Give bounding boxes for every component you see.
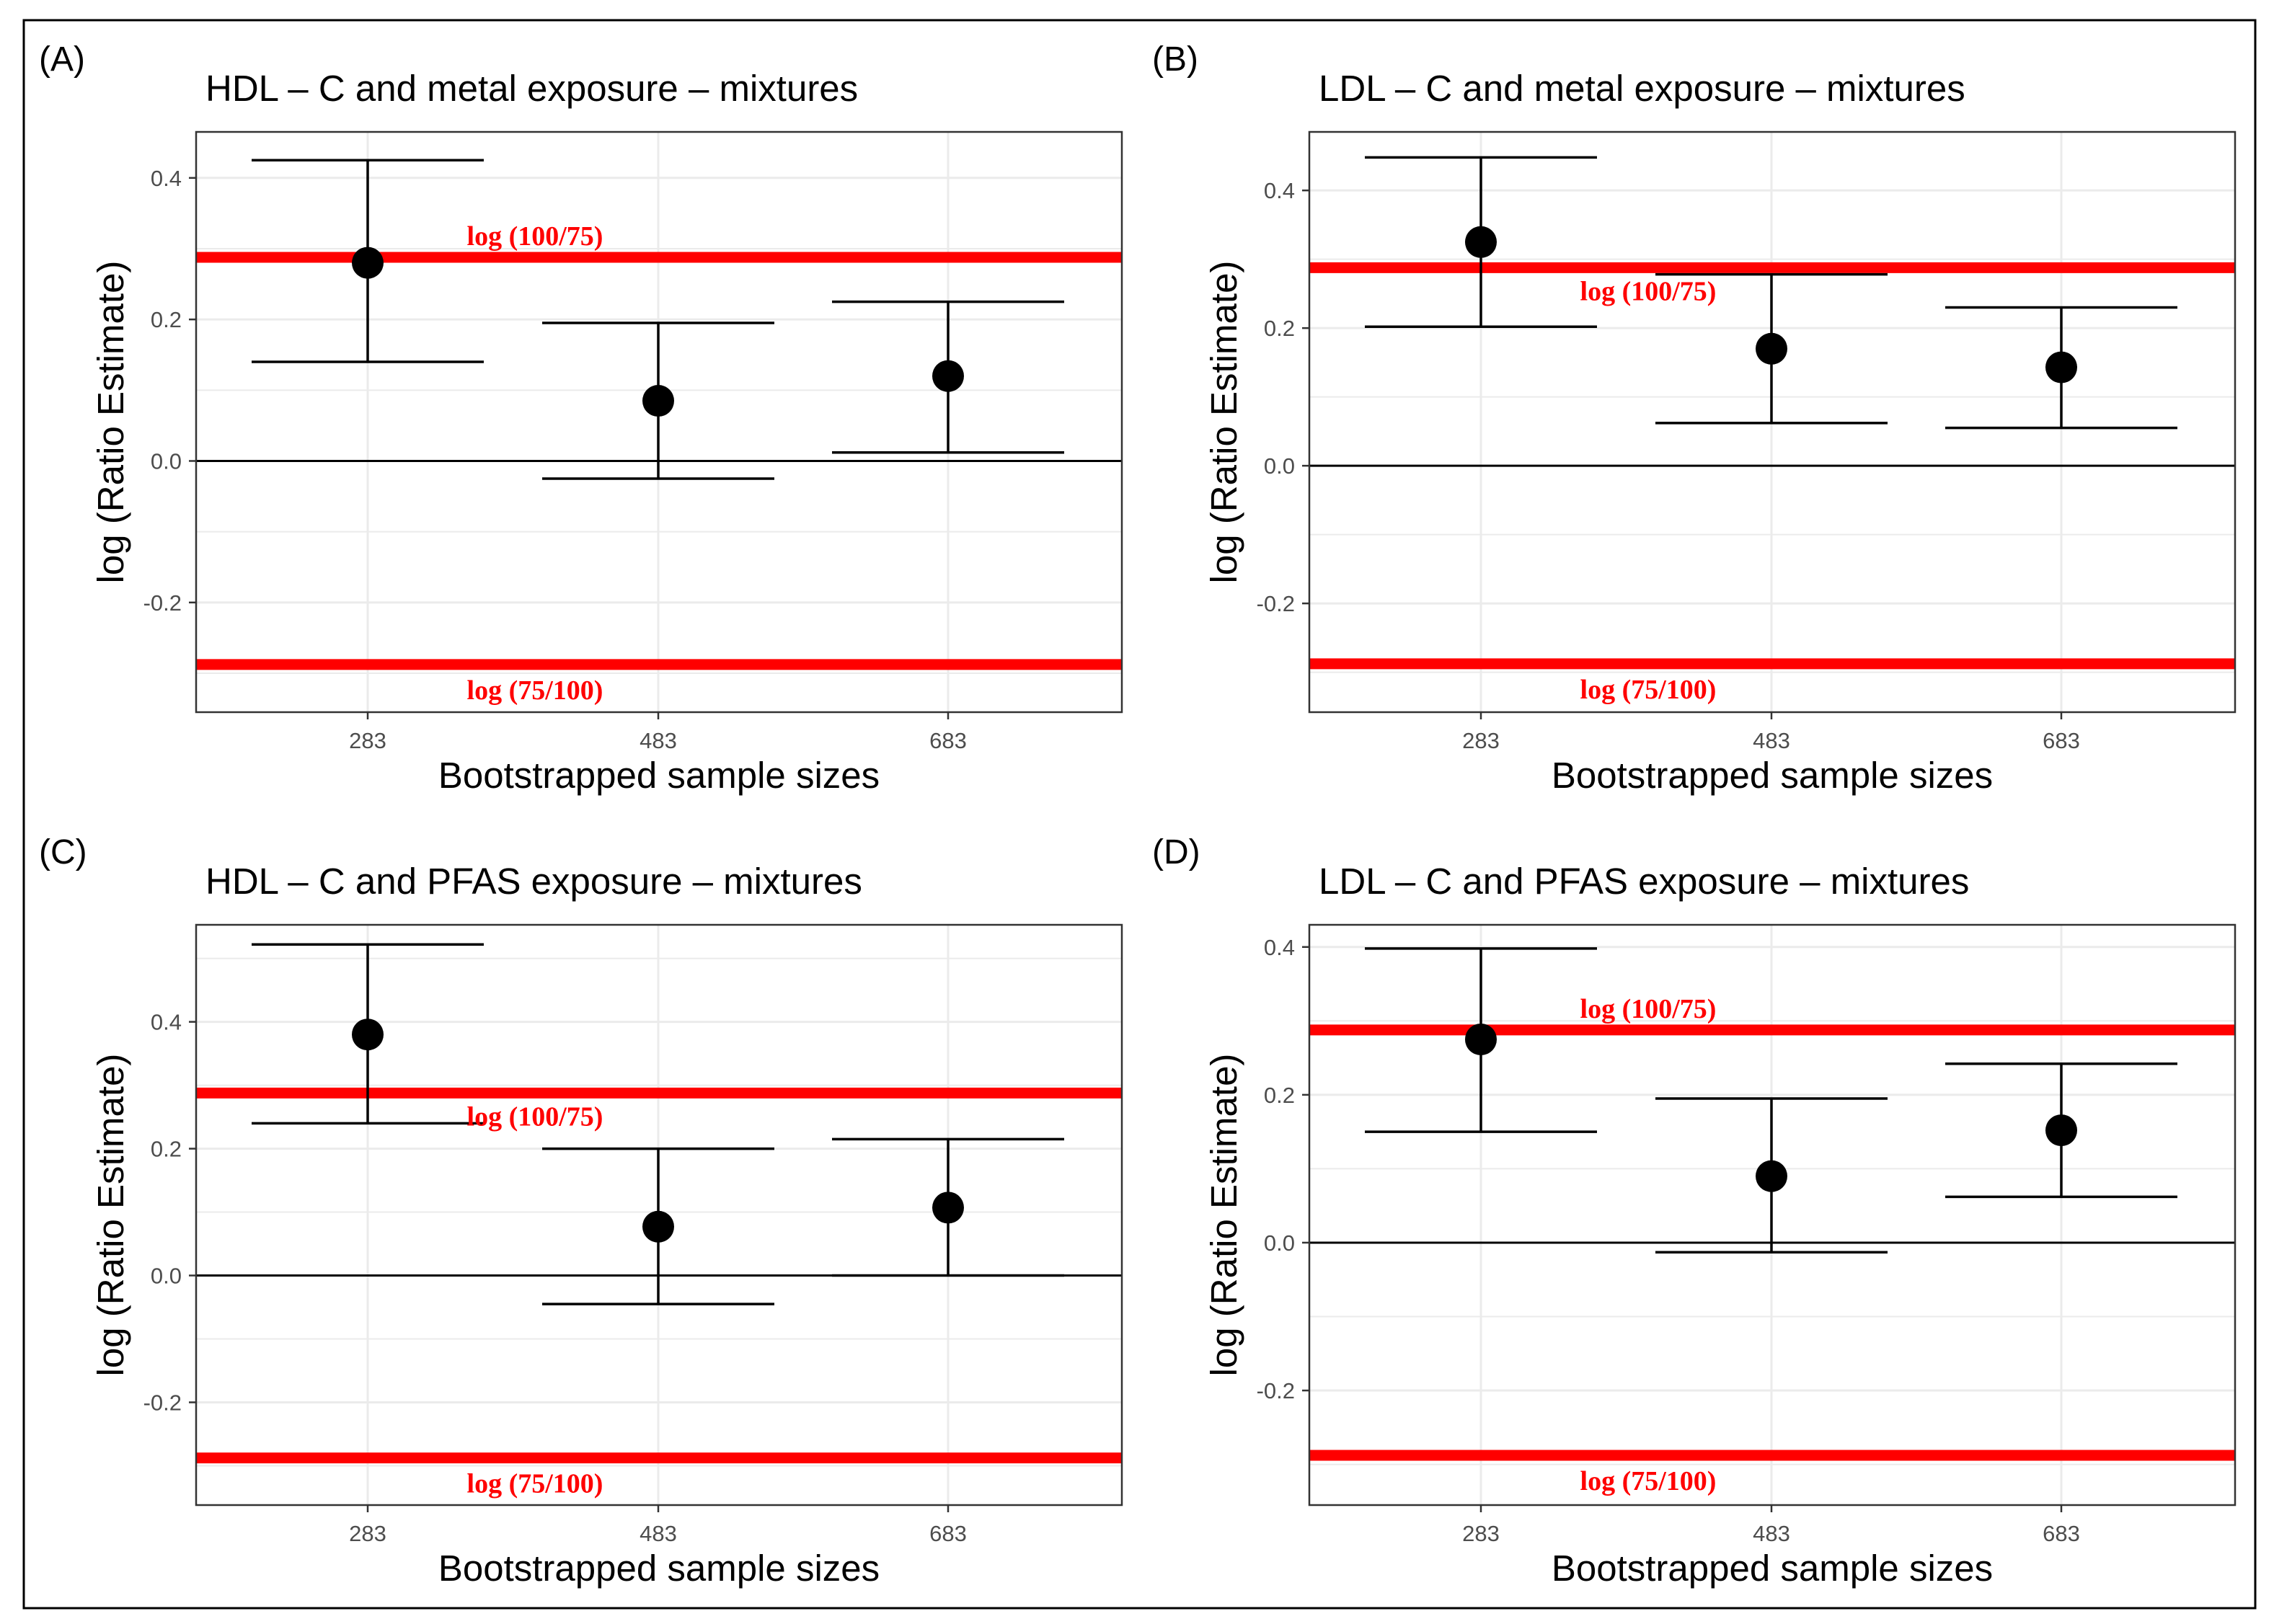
chart-panel: log (100/75) log (75/100) -0.2 0.0 0.2 0.4 283… <box>39 833 1123 1589</box>
x-tick-label: 483 <box>1753 728 1790 753</box>
lower-margin-label: log (75/100) <box>467 1469 603 1499</box>
point-estimate <box>932 1192 964 1224</box>
chart-title: HDL – C and metal exposure – mixtures <box>205 68 858 109</box>
x-axis-title: Bootstrapped sample sizes <box>1552 755 1993 796</box>
x-tick-label: 483 <box>1753 1521 1790 1546</box>
x-tick-label: 683 <box>2043 1521 2080 1546</box>
point-estimate <box>1756 1160 1787 1192</box>
y-tick-label: 0.0 <box>151 1264 182 1289</box>
chart-panel: log (100/75) log (75/100) -0.2 0.0 0.2 0.4 283… <box>1152 833 2237 1589</box>
upper-margin-label: log (100/75) <box>467 221 603 252</box>
point-estimate <box>642 1210 674 1243</box>
x-axis-title: Bootstrapped sample sizes <box>438 1548 880 1589</box>
panel-label: (D) <box>1152 833 1200 871</box>
lower-margin-label: log (75/100) <box>1580 675 1717 705</box>
y-axis-title: log (Ratio Estimate) <box>90 1054 131 1377</box>
upper-margin-label: log (100/75) <box>1580 276 1717 306</box>
y-axis-title: log (Ratio Estimate) <box>90 261 131 584</box>
panel-label: (C) <box>39 833 87 871</box>
y-tick-label: 0.0 <box>1264 453 1295 479</box>
panel-label: (B) <box>1152 40 1198 79</box>
upper-margin-label: log (100/75) <box>467 1101 603 1132</box>
y-tick-label: 0.4 <box>1264 178 1295 203</box>
x-tick-label: 283 <box>1462 1521 1500 1546</box>
point-estimate <box>642 385 674 417</box>
y-tick-label: 0.0 <box>151 448 182 474</box>
point-estimate <box>2045 351 2077 383</box>
x-tick-label: 283 <box>349 728 386 753</box>
y-tick-label: -0.2 <box>1257 591 1295 616</box>
point-estimate <box>2045 1114 2077 1147</box>
x-tick-label: 283 <box>349 1521 386 1546</box>
lower-margin-label: log (75/100) <box>1580 1466 1717 1496</box>
point-estimate <box>1465 1023 1497 1055</box>
y-tick-label: 0.2 <box>151 307 182 332</box>
y-tick-label: 0.2 <box>1264 1083 1295 1108</box>
x-tick-label: 683 <box>929 1521 967 1546</box>
panel-label: (A) <box>39 40 85 79</box>
lower-margin-label: log (75/100) <box>467 675 603 706</box>
point-estimate <box>1465 226 1497 258</box>
chart-title: HDL – C and PFAS exposure – mixtures <box>205 861 862 902</box>
chart-panel: log (100/75) log (75/100) -0.2 0.0 0.2 0.4 283… <box>39 40 1123 796</box>
chart-panel: log (100/75) log (75/100) -0.2 0.0 0.2 0.4 283… <box>1152 40 2237 796</box>
chart-title: LDL – C and PFAS exposure – mixtures <box>1319 861 1969 902</box>
y-tick-label: 0.4 <box>151 1010 182 1035</box>
point-estimate <box>1756 332 1787 365</box>
x-tick-label: 683 <box>2043 728 2080 753</box>
figure-border <box>22 19 2257 1610</box>
x-axis-title: Bootstrapped sample sizes <box>438 755 880 796</box>
chart-title: LDL – C and metal exposure – mixtures <box>1319 68 1965 109</box>
point-estimate <box>352 247 384 279</box>
point-estimate <box>352 1019 384 1051</box>
point-estimate <box>932 360 964 392</box>
y-tick-label: 0.2 <box>1264 316 1295 341</box>
y-tick-label: -0.2 <box>143 1390 182 1415</box>
x-tick-label: 483 <box>640 728 677 753</box>
y-tick-label: 0.2 <box>151 1137 182 1162</box>
y-axis-title: log (Ratio Estimate) <box>1203 1054 1244 1377</box>
y-tick-label: -0.2 <box>143 590 182 616</box>
x-axis-title: Bootstrapped sample sizes <box>1552 1548 1993 1589</box>
x-tick-label: 483 <box>640 1521 677 1546</box>
y-tick-label: 0.0 <box>1264 1230 1295 1256</box>
y-tick-label: 0.4 <box>151 166 182 191</box>
x-tick-label: 683 <box>929 728 967 753</box>
upper-margin-label: log (100/75) <box>1580 994 1717 1024</box>
y-tick-label: 0.4 <box>1264 935 1295 960</box>
x-tick-label: 283 <box>1462 728 1500 753</box>
y-axis-title: log (Ratio Estimate) <box>1203 261 1244 584</box>
y-tick-label: -0.2 <box>1257 1378 1295 1403</box>
